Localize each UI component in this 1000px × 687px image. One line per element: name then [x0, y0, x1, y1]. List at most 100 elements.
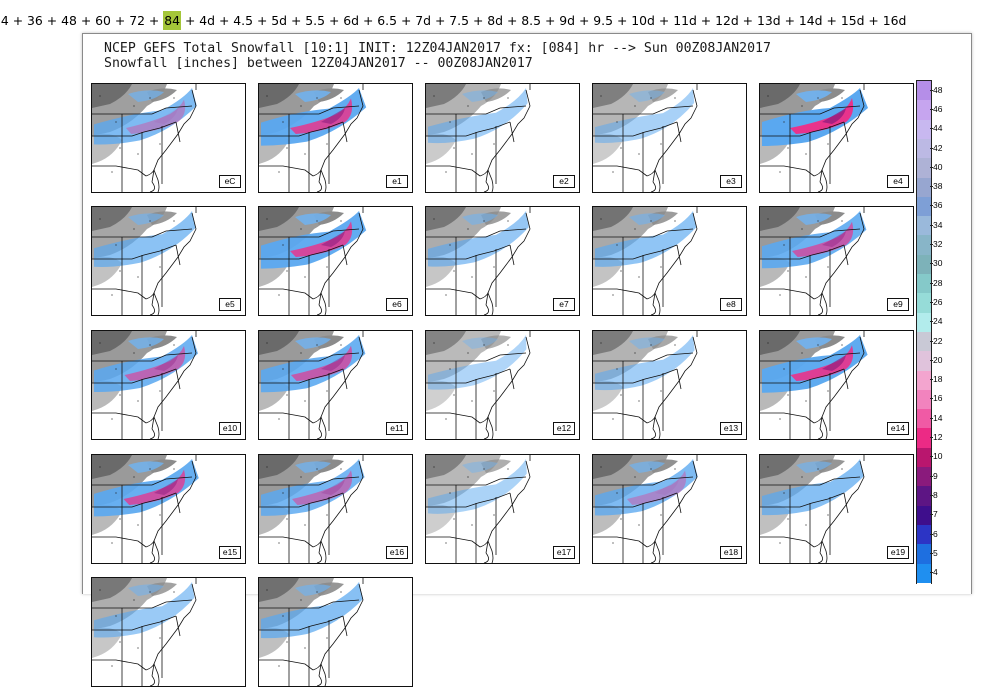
- ensemble-member-panel: e3: [592, 83, 747, 193]
- ensemble-member-panel: e18: [592, 454, 747, 564]
- colorbar-segment: [917, 351, 931, 371]
- nav-hour-7-5[interactable]: 7.5: [449, 13, 470, 28]
- colorbar-segment: [917, 409, 931, 429]
- nav-separator: +: [613, 13, 632, 28]
- colorbar-segment: [917, 563, 931, 584]
- nav-hour-5-5[interactable]: 5.5: [305, 13, 326, 28]
- ensemble-member-panel: e6: [258, 206, 413, 316]
- snow-core-magenta: [290, 221, 353, 257]
- member-label: e15: [219, 546, 241, 559]
- nav-hour-72[interactable]: 72: [129, 13, 145, 28]
- colorbar-segment: [917, 312, 931, 333]
- nav-hour-24[interactable]: 24: [0, 13, 9, 28]
- colorbar-level-label: 42: [933, 142, 943, 153]
- colorbar-level-label: 6: [933, 528, 938, 539]
- ensemble-member-panel: e16: [258, 454, 413, 564]
- snow-core-magenta: [790, 98, 854, 134]
- nav-hour-6d[interactable]: 6d: [343, 13, 360, 28]
- nav-hour-36[interactable]: 36: [27, 13, 43, 28]
- member-label: e18: [720, 546, 742, 559]
- snow-core-magenta: [790, 345, 854, 381]
- colorbar-level-label: 5: [933, 547, 938, 558]
- nav-hour-6-5[interactable]: 6.5: [377, 13, 398, 28]
- ensemble-member-panel: [91, 577, 246, 687]
- snow-core-magenta: [291, 345, 353, 381]
- nav-separator: +: [541, 13, 560, 28]
- nav-hour-15d[interactable]: 15d: [840, 13, 865, 28]
- ensemble-member-panel: e8: [592, 206, 747, 316]
- nav-separator: +: [359, 13, 378, 28]
- colorbar-level-label: 38: [933, 181, 943, 192]
- colorbar-tick: [930, 263, 933, 265]
- nav-separator: +: [76, 13, 96, 28]
- colorbar-segment: [917, 216, 931, 236]
- snow-band-blue: [762, 211, 867, 269]
- snowfall-map: [593, 207, 698, 315]
- colorbar-segment: [917, 293, 931, 314]
- nav-hour-5d[interactable]: 5d: [271, 13, 288, 28]
- colorbar-level-label: 26: [933, 296, 943, 307]
- colorbar-tick: [930, 244, 933, 246]
- nav-separator: +: [215, 13, 234, 28]
- nav-separator: +: [738, 13, 757, 28]
- nav-hour-12d[interactable]: 12d: [715, 13, 739, 28]
- snow-band-blue: [762, 459, 864, 516]
- nav-hour-84[interactable]: 84: [163, 11, 182, 30]
- colorbar-segment: [917, 544, 931, 564]
- snow-core-magenta: [290, 98, 353, 134]
- snow-band-blue: [94, 211, 196, 267]
- nav-separator: +: [325, 13, 344, 28]
- colorbar-tick: [930, 147, 933, 149]
- colorbar-segment: [917, 467, 931, 487]
- colorbar-segment: [917, 81, 931, 101]
- snow-band-blue: [261, 335, 366, 393]
- nav-hour-16d[interactable]: 16d: [882, 13, 907, 28]
- colorbar-level-label: 22: [933, 335, 943, 346]
- colorbar-level-label: 34: [933, 219, 943, 230]
- nav-hour-4-5[interactable]: 4.5: [233, 13, 254, 28]
- ensemble-member-panel: e10: [91, 330, 246, 440]
- member-label: e11: [386, 422, 408, 435]
- nav-separator: +: [469, 13, 488, 28]
- nav-hour-10d[interactable]: 10d: [631, 13, 655, 28]
- colorbar-tick: [930, 108, 933, 110]
- nav-separator: +: [253, 13, 272, 28]
- colorbar-tick: [930, 359, 933, 361]
- ensemble-member-panel: e14: [759, 330, 914, 440]
- colorbar-level-label: 8: [933, 489, 938, 500]
- colorbar: [916, 80, 932, 584]
- nav-hour-13d[interactable]: 13d: [757, 13, 781, 28]
- colorbar-tick: [930, 166, 933, 168]
- member-label: e8: [720, 298, 742, 311]
- colorbar-segment: [917, 100, 931, 121]
- member-label: e2: [553, 175, 575, 188]
- nav-hour-7d[interactable]: 7d: [415, 13, 432, 28]
- nav-separator: +: [8, 13, 28, 28]
- nav-hour-9-5[interactable]: 9.5: [593, 13, 614, 28]
- colorbar-level-label: 40: [933, 161, 943, 172]
- ensemble-member-panel: e9: [759, 206, 914, 316]
- nav-hour-60[interactable]: 60: [95, 13, 111, 28]
- colorbar-tick: [930, 282, 933, 284]
- nav-hour-11d[interactable]: 11d: [673, 13, 697, 28]
- nav-hour-9d[interactable]: 9d: [559, 13, 576, 28]
- colorbar-segment: [917, 428, 931, 449]
- snow-band-blue: [595, 335, 695, 391]
- snowfall-map: [92, 84, 197, 192]
- ensemble-member-panel: e12: [425, 330, 580, 440]
- nav-hour-8-5[interactable]: 8.5: [521, 13, 542, 28]
- member-label: e16: [386, 546, 408, 559]
- member-label: e9: [887, 298, 909, 311]
- colorbar-tick: [930, 340, 933, 342]
- colorbar-tick: [930, 417, 933, 419]
- member-label: e19: [887, 546, 909, 559]
- colorbar-level-label: 28: [933, 277, 943, 288]
- colorbar-level-label: 24: [933, 316, 943, 327]
- nav-hour-14d[interactable]: 14d: [798, 13, 823, 28]
- colorbar-segment: [917, 505, 931, 526]
- nav-separator: +: [780, 13, 799, 28]
- nav-hour-8d[interactable]: 8d: [487, 13, 504, 28]
- nav-hour-4d[interactable]: 4d: [199, 13, 216, 28]
- nav-hour-48[interactable]: 48: [61, 13, 77, 28]
- colorbar-level-label: 10: [933, 451, 943, 462]
